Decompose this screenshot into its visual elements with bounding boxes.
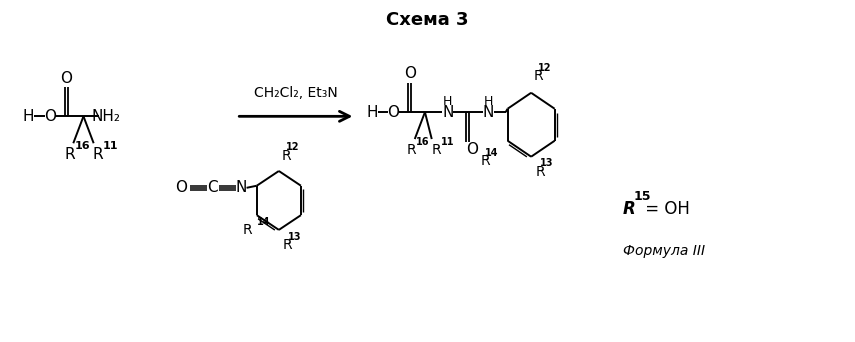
- Text: R: R: [623, 200, 635, 218]
- Text: R: R: [535, 165, 545, 179]
- Text: N: N: [442, 105, 453, 120]
- Text: 11: 11: [440, 137, 454, 147]
- Text: C: C: [207, 180, 218, 195]
- Text: 14: 14: [485, 148, 498, 158]
- Text: R: R: [283, 238, 292, 252]
- Text: Схема 3: Схема 3: [386, 11, 469, 29]
- Text: N: N: [483, 105, 494, 120]
- Text: 11: 11: [103, 141, 118, 151]
- Text: R: R: [65, 147, 75, 162]
- Text: R: R: [243, 223, 252, 237]
- Text: O: O: [467, 143, 479, 157]
- Text: R: R: [281, 149, 291, 163]
- Text: H: H: [22, 109, 34, 124]
- Text: 16: 16: [416, 137, 429, 147]
- Text: R: R: [431, 143, 441, 157]
- Text: 15: 15: [633, 190, 651, 203]
- Text: N: N: [236, 180, 247, 195]
- Text: O: O: [175, 180, 187, 195]
- Text: 16: 16: [74, 141, 90, 151]
- Text: CH₂Cl₂, Et₃N: CH₂Cl₂, Et₃N: [254, 86, 338, 100]
- Text: R: R: [481, 154, 490, 168]
- Text: O: O: [61, 71, 73, 86]
- Text: 13: 13: [288, 232, 301, 242]
- Text: H: H: [367, 105, 378, 120]
- Text: NH₂: NH₂: [91, 109, 121, 124]
- Text: O: O: [44, 109, 56, 124]
- Text: R: R: [406, 143, 416, 157]
- Text: 13: 13: [540, 158, 553, 169]
- Text: 14: 14: [257, 217, 271, 227]
- Text: 12: 12: [539, 63, 551, 73]
- Text: 12: 12: [286, 143, 299, 153]
- Text: O: O: [387, 105, 399, 120]
- Text: R: R: [92, 147, 103, 162]
- Text: H: H: [443, 95, 452, 108]
- Text: H: H: [484, 95, 493, 108]
- Text: Формула III: Формула III: [623, 244, 705, 258]
- Text: R: R: [534, 69, 543, 83]
- Text: = OH: = OH: [640, 200, 690, 218]
- Text: O: O: [404, 66, 416, 81]
